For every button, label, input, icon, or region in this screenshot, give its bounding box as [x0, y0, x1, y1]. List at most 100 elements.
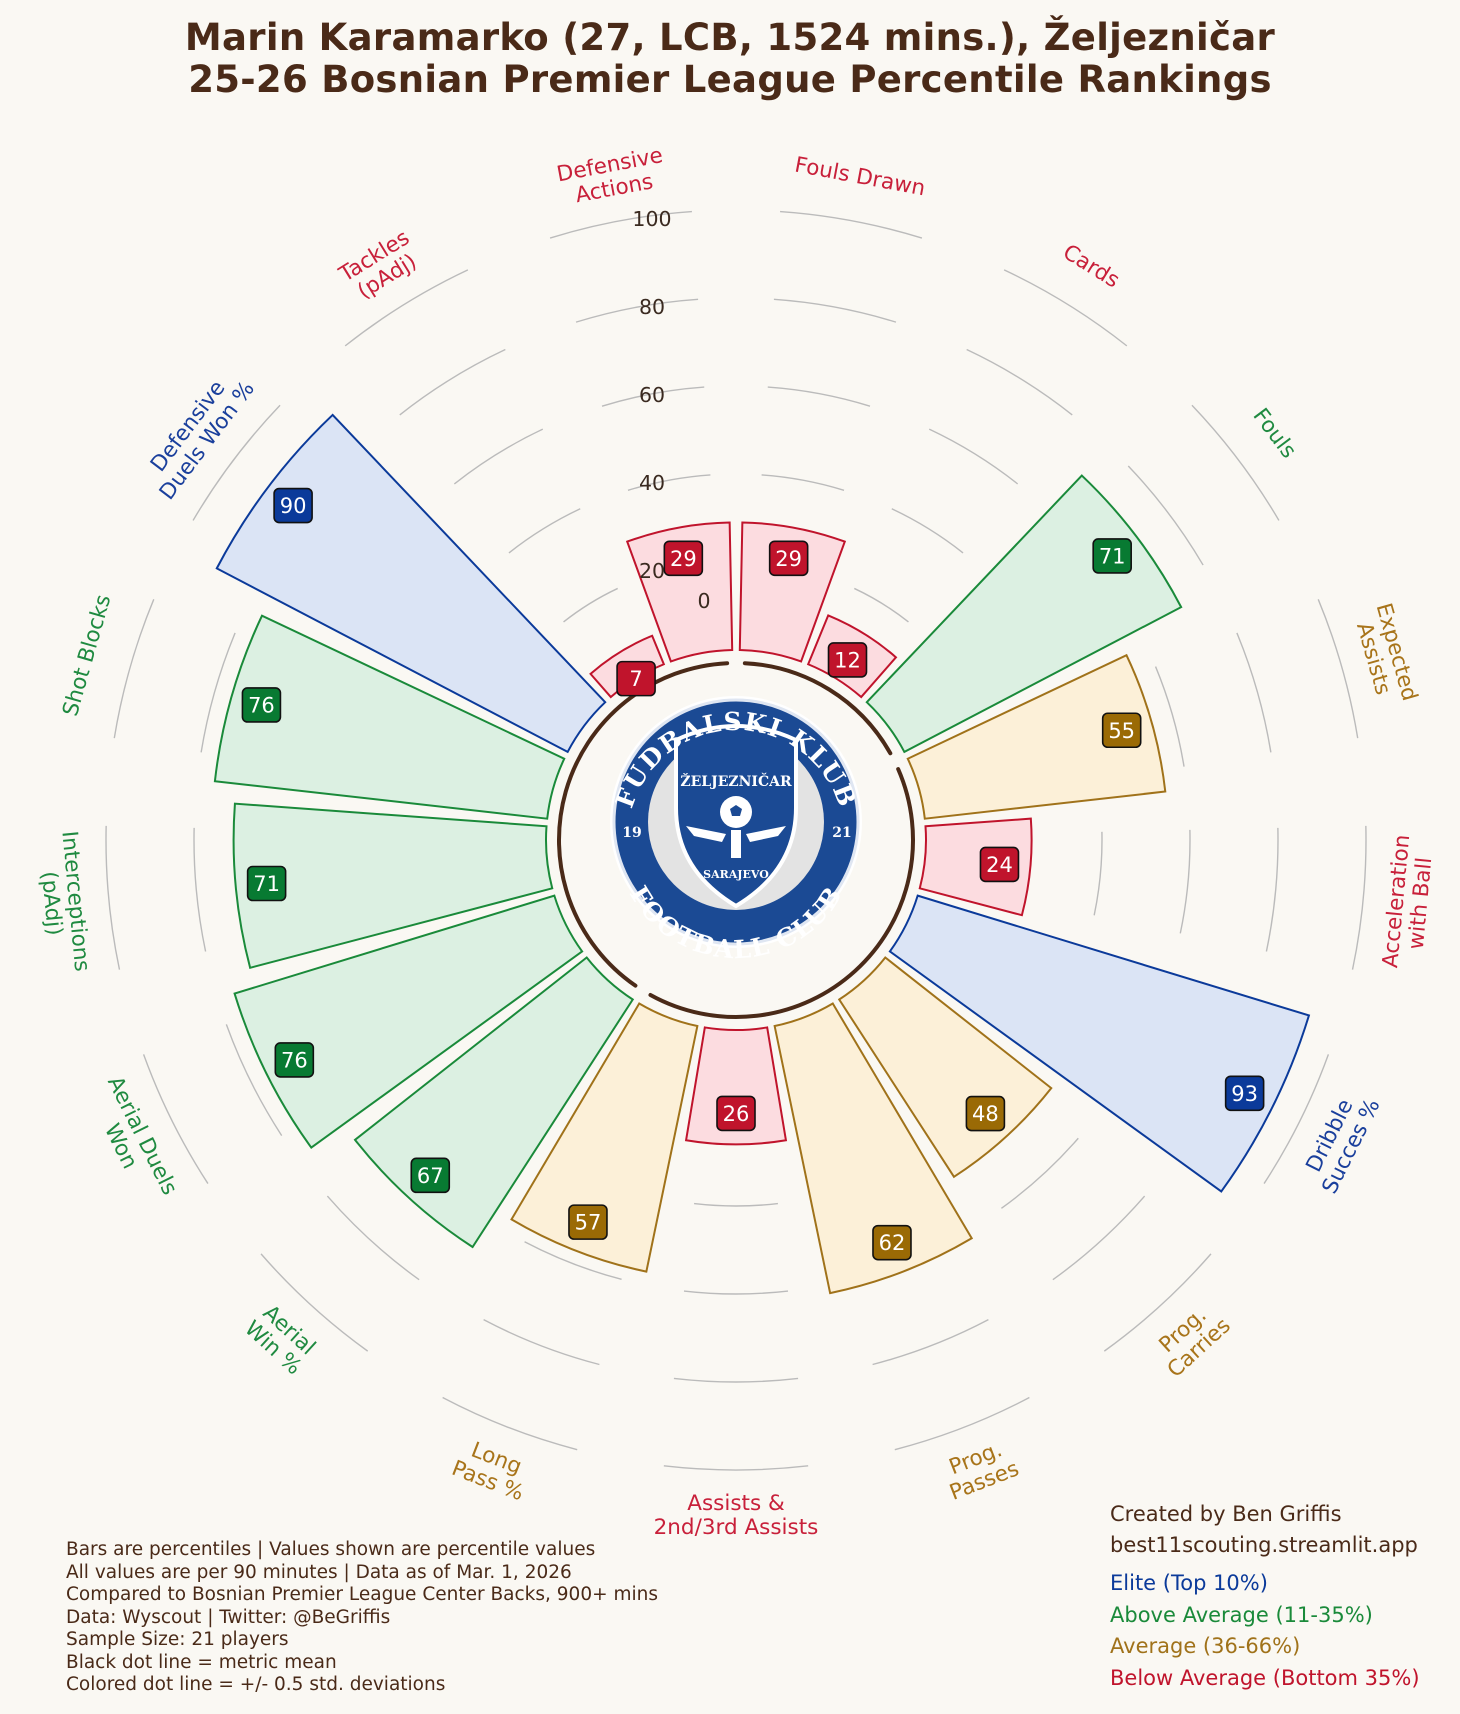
- r-tick-60: 60: [639, 383, 665, 407]
- metric-label-10: AerialWin %: [239, 1298, 322, 1380]
- chart-title-line-1: Marin Karamarko (27, LCB, 1524 mins.), Ž…: [184, 16, 1276, 59]
- metric-label-3: ExpectedAssists: [1347, 600, 1422, 710]
- grid-arc: [1003, 269, 1128, 347]
- grid-arc: [663, 1465, 809, 1471]
- value-badge-11: 76: [274, 1042, 315, 1078]
- metric-label-14: DefensiveDuels Won %: [136, 362, 260, 504]
- r-tick-100: 100: [632, 207, 671, 231]
- grid-arc: [192, 404, 281, 521]
- group-arc-0: [742, 661, 893, 756]
- bar-11: [233, 894, 584, 1149]
- grid-arc: [344, 269, 469, 347]
- logo-year-left: 19: [622, 825, 641, 841]
- svg-text:90: 90: [280, 494, 307, 518]
- value-badge-12: 71: [246, 865, 287, 902]
- grid-arc: [891, 508, 964, 554]
- r-tick-20: 20: [639, 559, 665, 583]
- value-badge-7: 62: [872, 1224, 912, 1261]
- value-badge-15: 7: [616, 660, 656, 697]
- svg-text:71: 71: [1099, 544, 1126, 568]
- metric-label-4: Accelerationwith Ball: [1378, 834, 1439, 972]
- grid-arc: [894, 1396, 1030, 1451]
- note-line: Data: Wyscout | Twitter: @BeGriffis: [66, 1606, 391, 1628]
- svg-text:48: 48: [972, 1102, 999, 1126]
- grid-arc: [1154, 666, 1185, 767]
- svg-text:12: 12: [834, 648, 861, 672]
- svg-text:93: 93: [1231, 1082, 1258, 1106]
- grid-arc: [1103, 1253, 1212, 1352]
- value-badge-8: 26: [716, 1095, 756, 1132]
- metric-label-2: Fouls: [1248, 404, 1301, 463]
- grid-arc: [966, 348, 1073, 416]
- grid-arc: [1093, 831, 1103, 916]
- grid-arc: [928, 428, 1019, 485]
- metric-label-16: DefensiveActions: [555, 143, 670, 211]
- credit-author: Created by Ben Griffis: [1110, 1502, 1342, 1526]
- bar-9: [510, 1002, 699, 1273]
- grid-arc: [1191, 404, 1280, 521]
- grid-arc: [1317, 599, 1359, 739]
- value-badge-4: 24: [979, 846, 1020, 883]
- bar-5: [888, 894, 1311, 1193]
- value-badge-5: 93: [1224, 1075, 1265, 1112]
- grid-arc: [627, 474, 711, 491]
- group-arc-1: [648, 767, 915, 1019]
- grid-arc: [563, 587, 618, 623]
- grid-arc: [442, 1396, 578, 1451]
- svg-text:67: 67: [417, 1164, 444, 1188]
- legend-average: Average (36-66%): [1110, 1634, 1301, 1658]
- grid-arc: [142, 1054, 209, 1184]
- r-tick-80: 80: [639, 295, 665, 319]
- svg-text:29: 29: [775, 547, 802, 571]
- grid-arc: [1127, 465, 1204, 566]
- metric-label-15: Tackles(pAdj): [334, 225, 426, 308]
- grid-arc: [1179, 829, 1191, 934]
- metric-label-0: Fouls Drawn: [793, 153, 928, 202]
- value-badge-0: 29: [768, 540, 809, 577]
- metric-label-1: Cards: [1058, 240, 1123, 294]
- svg-text:26: 26: [723, 1102, 750, 1126]
- grid-arc: [225, 1024, 283, 1136]
- chart-title-line-2: 25-26 Bosnian Premier League Percentile …: [188, 58, 1272, 101]
- radial-tick-labels: 0 20 40 60 80 100: [632, 207, 710, 613]
- legend-elite: Elite (Top 10%): [1110, 1571, 1268, 1595]
- value-badge-16: 29: [663, 540, 704, 577]
- svg-text:76: 76: [248, 693, 275, 717]
- value-badge-13: 76: [241, 687, 282, 723]
- svg-text:24: 24: [986, 853, 1013, 877]
- metric-label-7: Prog.Passes: [938, 1434, 1023, 1506]
- metric-label-13: Shot Blocks: [58, 592, 116, 719]
- grid-arc: [872, 1319, 989, 1366]
- bar-7: [773, 1002, 974, 1295]
- grid-arc: [767, 386, 871, 407]
- group-arcs: [557, 661, 915, 1019]
- grid-arc: [1265, 827, 1279, 952]
- value-badge-1: 12: [827, 642, 868, 678]
- grid-arc: [260, 1253, 369, 1352]
- note-line: Black dot line = metric mean: [66, 1651, 337, 1673]
- metric-label-6: Prog.Carries: [1147, 1296, 1236, 1383]
- svg-text:55: 55: [1108, 719, 1135, 743]
- logo-city: SARAJEVO: [703, 868, 769, 881]
- bar-16: [625, 521, 734, 663]
- grid-arc: [193, 827, 207, 952]
- grid-arc: [780, 210, 923, 239]
- percentile-bars: [213, 413, 1311, 1295]
- grid-arc: [326, 1195, 420, 1281]
- group-arc-2: [557, 661, 730, 988]
- grid-arc: [683, 1290, 789, 1295]
- svg-text:76: 76: [281, 1048, 308, 1072]
- grid-arc: [575, 298, 699, 323]
- bar-13: [213, 614, 566, 820]
- legend-below-average: Below Average (Bottom 35%): [1110, 1665, 1420, 1690]
- value-badge-9: 57: [568, 1204, 608, 1240]
- note-line: Colored dot line = +/- 0.5 std. deviatio…: [66, 1674, 446, 1695]
- note-line: Bars are percentiles | Values shown are …: [66, 1539, 596, 1560]
- svg-text:7: 7: [629, 667, 642, 691]
- svg-text:57: 57: [575, 1211, 602, 1235]
- value-badge-6: 48: [965, 1095, 1006, 1132]
- grid-arc: [1236, 632, 1272, 753]
- svg-text:71: 71: [253, 872, 280, 896]
- club-crest-logo: FUDBALSKI KLUB FOOTBALL CLUB ŽELJEZNIČAR…: [610, 696, 862, 964]
